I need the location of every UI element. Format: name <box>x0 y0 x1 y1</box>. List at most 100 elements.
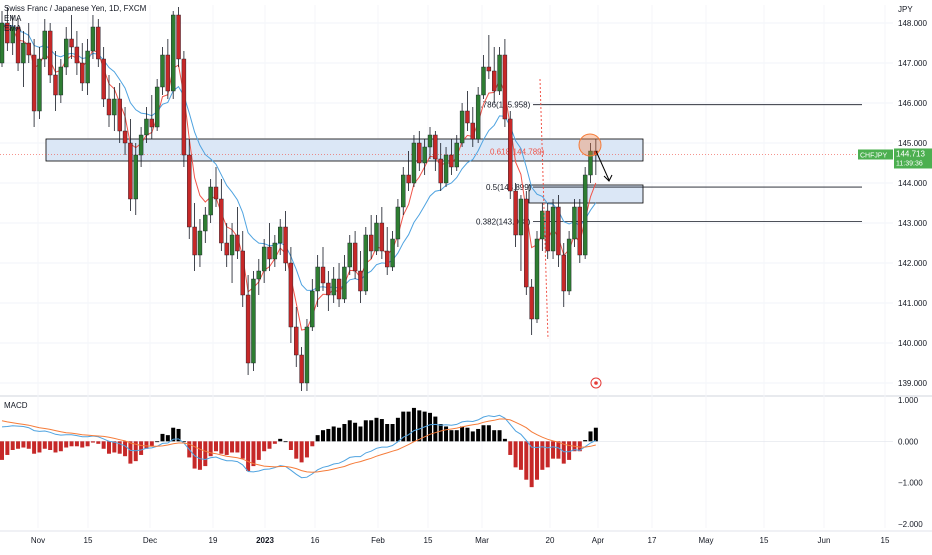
dashed-trend-line <box>539 78 549 340</box>
price-tick-label: 143.000 <box>898 219 927 228</box>
macd-histogram-bar <box>395 417 400 442</box>
candle-up <box>261 246 267 272</box>
symbol-tag: CHFJPY <box>860 152 888 159</box>
macd-histogram-bar <box>363 420 368 442</box>
candle-up <box>481 66 486 96</box>
candle-down <box>235 234 240 252</box>
macd-histogram-bar <box>593 427 598 442</box>
macd-histogram-bar <box>470 431 475 442</box>
macd-histogram-bar <box>10 441 15 450</box>
macd-histogram-bar <box>497 430 502 442</box>
candle-down <box>117 98 122 132</box>
candle-down <box>417 142 422 164</box>
macd-histogram-bar <box>42 441 47 449</box>
macd-histogram-bar <box>481 425 486 442</box>
macd-histogram-bar <box>96 441 101 444</box>
macd-histogram-bar <box>476 428 481 442</box>
candle-down <box>192 226 197 256</box>
macd-histogram-bar <box>5 441 10 455</box>
macd-histogram-bar <box>278 438 283 442</box>
candle-down <box>449 154 454 168</box>
candle-up <box>534 238 540 320</box>
candle-down <box>176 14 181 60</box>
candle-down <box>5 22 10 44</box>
macd-histogram-bar <box>208 441 213 457</box>
candle-down <box>283 226 288 264</box>
price-tick-label: 141.000 <box>898 299 927 308</box>
time-tick-label: Mar <box>475 536 489 545</box>
candle-down <box>556 206 561 256</box>
macd-histogram-bar <box>331 426 336 442</box>
macd-histogram-bar <box>535 441 539 480</box>
candle-down <box>358 270 363 292</box>
macd-histogram-bar <box>406 411 411 442</box>
macd-histogram-bar <box>267 441 272 449</box>
time-tick-label: 15 <box>424 536 433 545</box>
time-tick-label: 15 <box>881 536 890 545</box>
signal-line <box>1 418 596 473</box>
price-tick-label: 145.000 <box>898 139 927 148</box>
candle-up <box>63 38 69 68</box>
candle-up <box>566 238 572 292</box>
macd-histogram-bar <box>299 441 304 463</box>
candle-down <box>128 142 133 200</box>
macd-histogram-bar <box>379 419 384 442</box>
candle-down <box>465 110 470 124</box>
macd-histogram-bar <box>401 411 406 442</box>
macd-histogram-bar <box>149 441 154 447</box>
candle-down <box>47 30 53 76</box>
candle-down <box>320 266 326 284</box>
macd-histogram-bar <box>369 420 374 442</box>
macd-histogram-bar <box>256 441 261 460</box>
candle-up <box>208 186 213 216</box>
macd-histogram-bar <box>246 441 251 472</box>
candle-up <box>197 230 203 256</box>
macd-histogram-bar <box>181 441 186 443</box>
time-tick-label: 19 <box>209 536 218 545</box>
macd-histogram-bar <box>460 426 465 442</box>
price-tag-value: 144.713 <box>896 149 925 158</box>
macd-tick-label: 1.000 <box>898 396 919 405</box>
candle-up <box>256 270 261 280</box>
price-tag-bg <box>894 148 932 169</box>
candle-up <box>37 58 42 112</box>
candle-up <box>10 26 15 44</box>
macd-histogram-bar <box>326 428 331 442</box>
candle-down <box>294 326 299 356</box>
candle-up <box>422 146 427 164</box>
candle-up <box>90 26 96 52</box>
candle-up <box>229 234 235 256</box>
macd-histogram-bar <box>128 441 133 464</box>
time-tick-label: Dec <box>143 536 157 545</box>
candle-down <box>96 26 101 60</box>
candle-up <box>112 98 117 116</box>
macd-histogram-bar <box>165 435 170 442</box>
macd-histogram-bar <box>428 412 432 442</box>
candle-up <box>374 222 379 252</box>
macd-histogram-bar <box>556 441 561 459</box>
candle-down <box>508 118 513 192</box>
macd-histogram-bar <box>486 425 491 442</box>
candle-up <box>540 210 545 240</box>
macd-histogram-bar <box>411 407 416 442</box>
time-tick-label: Jun <box>818 536 831 545</box>
candle-up <box>331 278 336 296</box>
macd-histogram-bar <box>283 441 288 443</box>
candle-down <box>80 62 85 84</box>
macd-histogram-bar <box>502 438 507 442</box>
axes: 148.000 147.000 146.000 145.000 144.000 143.0… <box>4 5 932 545</box>
macd-histogram-bar <box>272 441 277 444</box>
macd-histogram-bar <box>224 441 229 455</box>
candle-down <box>545 210 550 252</box>
macd-histogram-bar <box>90 441 95 443</box>
macd-histogram-bar <box>192 441 197 469</box>
candle-up <box>443 154 449 184</box>
macd-title: MACD <box>4 401 28 410</box>
candle-down <box>213 186 219 200</box>
macd-histogram-bar <box>540 441 545 470</box>
candle-up <box>572 206 577 240</box>
candle-up <box>154 86 160 128</box>
candle-down <box>513 190 518 236</box>
macd-histogram-bar <box>171 427 176 442</box>
